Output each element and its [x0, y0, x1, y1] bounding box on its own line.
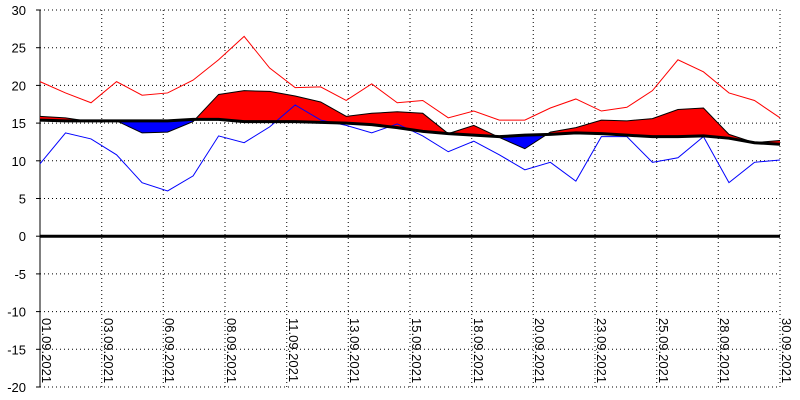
x-tick-label: 18.09.2021 — [471, 318, 486, 383]
x-tick-label: 11.09.2021 — [286, 318, 301, 382]
warm-area — [40, 90, 780, 145]
x-tick-label: 01.09.2021 — [39, 318, 54, 383]
y-tick-label: -10 — [7, 305, 26, 320]
y-tick-label: 10 — [12, 154, 26, 169]
x-tick-label: 30.09.2021 — [779, 318, 794, 383]
x-tick-label: 03.09.2021 — [101, 318, 116, 383]
normal-line — [39, 117, 781, 146]
y-tick-label: 0 — [19, 229, 26, 244]
y-tick-label: -5 — [14, 267, 26, 282]
x-tick-label: 23.09.2021 — [594, 318, 609, 383]
x-tick-label: 08.09.2021 — [224, 318, 239, 383]
y-tick-label: 15 — [12, 116, 26, 131]
y-tick-label: -20 — [7, 380, 26, 395]
x-tick-label: 06.09.2021 — [162, 318, 177, 383]
x-tick-label: 28.09.2021 — [717, 318, 732, 383]
y-tick-label: 20 — [12, 78, 26, 93]
x-tick-label: 15.09.2021 — [409, 318, 424, 383]
max-line — [39, 35, 781, 121]
y-tick-label: 30 — [12, 3, 26, 18]
y-tick-label: 25 — [12, 41, 26, 56]
x-tick-label: 13.09.2021 — [347, 318, 362, 383]
x-tick-label: 25.09.2021 — [656, 318, 671, 383]
y-tick-label: -15 — [7, 342, 26, 357]
mean-line — [39, 90, 781, 150]
y-tick-label: 5 — [19, 192, 26, 207]
x-tick-label: 20.09.2021 — [532, 318, 547, 383]
